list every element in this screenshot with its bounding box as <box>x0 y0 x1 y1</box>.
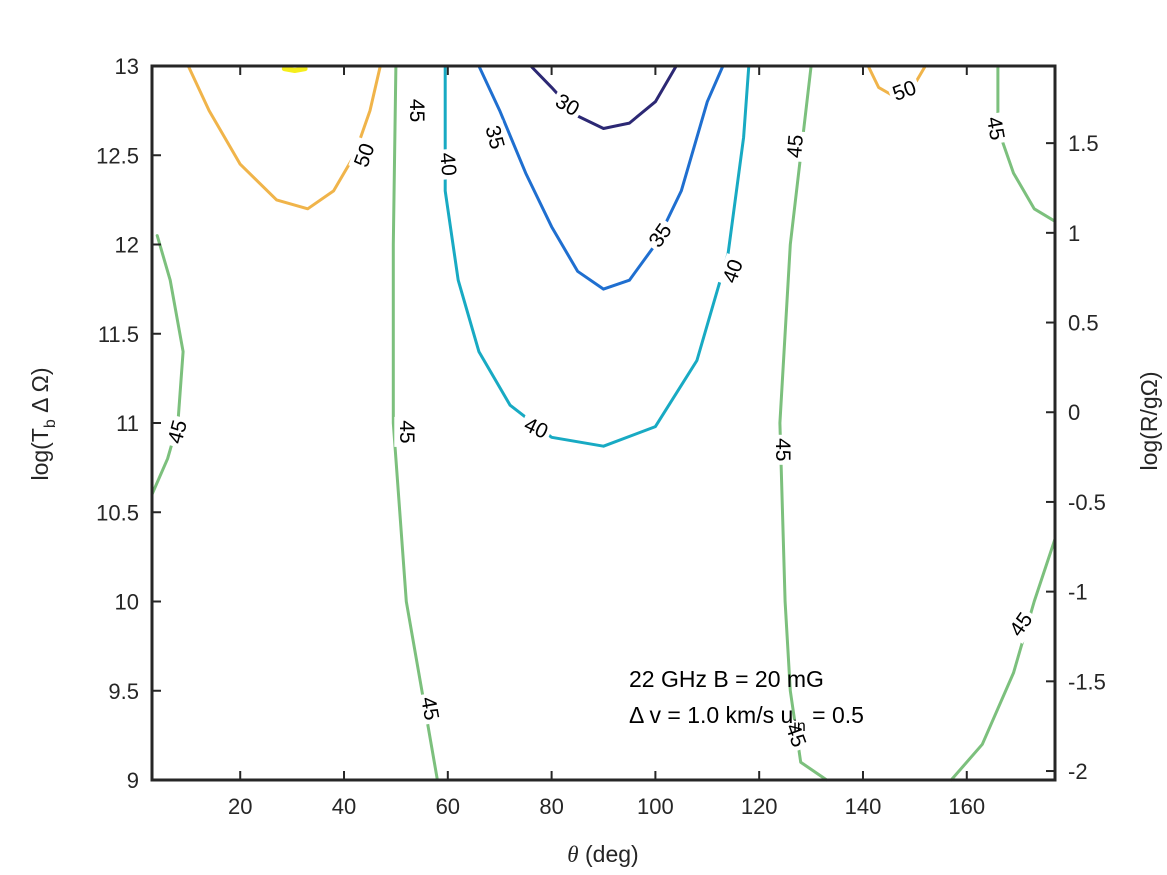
contour-line-35-1 <box>477 64 725 291</box>
contour-line-45-7 <box>949 537 1057 782</box>
contour-line-40-2 <box>443 64 751 448</box>
annotation-line-2-main: Δ v = 1.0 km/s u <box>629 702 793 728</box>
contour-label-gap <box>642 216 680 255</box>
left-y-axis-label-rest: Δ Ω) <box>27 367 53 419</box>
contour-label-gap <box>980 111 1010 146</box>
annotation-line-2-rest: = 0.5 <box>806 702 864 728</box>
contour-label-7: 45 <box>394 416 419 447</box>
contour-label-gap <box>162 414 194 450</box>
contour-label-gap <box>434 148 462 181</box>
contour-label-gap <box>886 74 923 108</box>
contour-label-text: 45 <box>783 134 808 159</box>
y-tick-label: 11 <box>116 411 139 436</box>
left-y-axis-label-main: log(T <box>27 428 53 480</box>
contour-label-text: 45 <box>416 695 443 722</box>
annotation-line-2: Δ v = 1.0 km/s uin = 0.5 <box>629 702 864 735</box>
contour-line-45-6 <box>996 64 1057 223</box>
y-tick-label: 9 <box>127 768 139 793</box>
left-y-axis-ticks: 9 9.5 10 10.5 11 11.5 12 12.5 13 <box>96 54 161 793</box>
y-tick-label: 9.5 <box>108 679 139 704</box>
contour-label-text: 45 <box>405 99 428 122</box>
contour-label-gap <box>415 691 445 726</box>
y-tick-label: 13 <box>115 54 139 79</box>
y2-tick-label: -1.5 <box>1068 669 1106 694</box>
y-tick-label: 12.5 <box>96 143 139 168</box>
left-y-axis-label-sub: b <box>42 419 59 428</box>
y2-tick-label: 1 <box>1068 221 1080 246</box>
x-axis-ticks: 20 40 60 80 100 120 140 160 <box>228 66 985 819</box>
contour-line-45-3 <box>150 234 185 496</box>
contour-label-gap <box>348 137 382 174</box>
contour-line-50-8 <box>186 64 382 211</box>
contour-label-1: 35 <box>479 119 510 155</box>
contour-label-8: 45 <box>415 691 445 726</box>
y-tick-label: 10 <box>115 590 139 615</box>
contour-label-text: 45 <box>771 438 794 461</box>
x-axis-label-unit: (deg) <box>579 841 639 867</box>
x-axis-label: θ (deg) <box>567 841 638 867</box>
x-tick-label: 40 <box>332 794 356 819</box>
x-tick-label: 140 <box>845 794 882 819</box>
x-tick-label: 120 <box>741 794 778 819</box>
right-y-axis-ticks: -2 -1.5 -1 -0.5 0 0.5 1 1.5 <box>1046 131 1106 784</box>
contour-label-gap <box>716 253 750 290</box>
contour-label-gap <box>479 119 510 155</box>
y2-tick-label: -2 <box>1068 759 1088 784</box>
contour-label-9: 45 <box>162 414 194 450</box>
annotation-line-2-sub: in <box>793 718 805 735</box>
contour-label-10: 45 <box>782 130 809 163</box>
y2-tick-label: 0.5 <box>1068 311 1099 336</box>
x-tick-label: 80 <box>539 794 563 819</box>
y-tick-label: 12 <box>115 233 139 258</box>
y2-tick-label: 1.5 <box>1068 131 1099 156</box>
y-tick-label: 11.5 <box>98 322 139 347</box>
y2-tick-label: 0 <box>1068 400 1080 425</box>
left-y-axis-label: log(Tb Δ Ω) <box>27 367 59 480</box>
contour-line-45-5 <box>778 64 829 782</box>
contour-label-11: 45 <box>770 434 795 465</box>
contour-label-gap <box>517 411 555 446</box>
contour-label-gap <box>770 434 795 465</box>
x-axis-label-symbol: θ <box>567 842 578 867</box>
x-tick-label: 20 <box>228 794 252 819</box>
contour-label-gap <box>782 130 809 163</box>
plot-background <box>152 66 1055 780</box>
x-tick-label: 160 <box>948 794 985 819</box>
contour-label-gap <box>404 95 429 126</box>
x-tick-label: 100 <box>637 794 674 819</box>
contour-label-gap <box>779 717 812 754</box>
y2-tick-label: -0.5 <box>1068 490 1106 515</box>
contour-label-13: 45 <box>980 111 1010 146</box>
y2-tick-label: -1 <box>1068 580 1088 605</box>
contour-label-gap <box>1002 605 1040 644</box>
contour-label-text: 45 <box>982 115 1009 142</box>
annotation-line-1: 22 GHz B = 20 mG <box>629 666 824 692</box>
contour-label-gap <box>548 87 587 124</box>
contour-label-3: 40 <box>434 148 462 181</box>
contour-label-6: 45 <box>404 95 429 126</box>
contour-label-text: 40 <box>435 152 460 177</box>
y-tick-label: 10.5 <box>96 500 139 525</box>
x-tick-label: 60 <box>436 794 460 819</box>
contour-label-text: 45 <box>395 420 418 443</box>
contour-lines <box>150 64 1057 782</box>
contour-label-gap <box>394 416 419 447</box>
contour-line-30-0 <box>529 64 678 130</box>
contour-line-55-10 <box>281 66 308 73</box>
right-y-axis-label: log(R/gΩ) <box>1136 372 1162 471</box>
